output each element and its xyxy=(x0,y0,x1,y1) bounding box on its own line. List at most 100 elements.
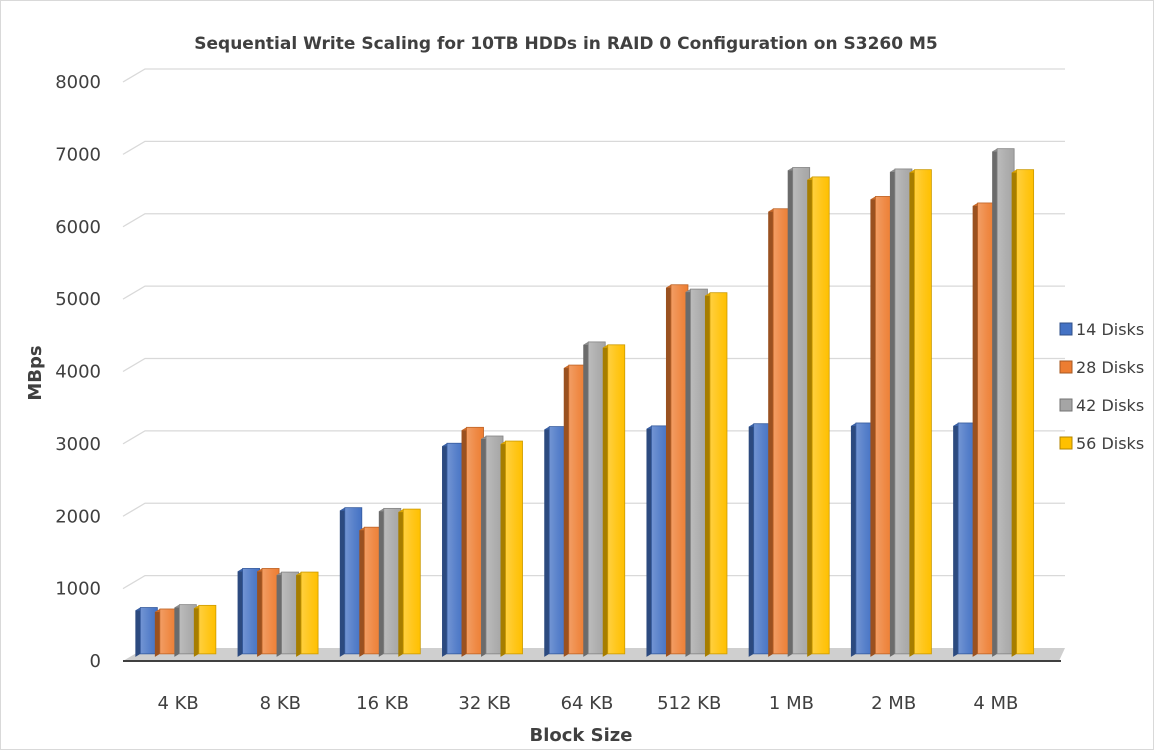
bar-side xyxy=(563,365,569,657)
y-tick-label: 4000 xyxy=(55,362,101,383)
bar-front xyxy=(772,208,791,655)
bar xyxy=(807,176,830,657)
bar xyxy=(768,208,791,657)
bar-side xyxy=(296,572,302,657)
bar xyxy=(602,344,626,657)
x-tick-label: 32 KB xyxy=(458,693,511,714)
bar xyxy=(276,571,299,657)
gridline xyxy=(122,285,1065,300)
y-axis-label: MBps xyxy=(25,345,46,400)
y-tick-label: 6000 xyxy=(55,217,101,238)
bar xyxy=(461,426,484,657)
bar-side xyxy=(500,441,506,657)
bar xyxy=(237,568,260,657)
bar-front xyxy=(651,425,669,655)
bar-front xyxy=(568,364,587,655)
bar xyxy=(378,507,402,657)
bar-side xyxy=(807,176,813,657)
bar-front xyxy=(242,568,260,655)
bars xyxy=(135,148,1035,657)
x-tick-label: 512 KB xyxy=(657,693,721,714)
bar-front xyxy=(607,344,626,655)
gridline xyxy=(122,68,1065,83)
bar xyxy=(135,607,158,657)
bar xyxy=(909,169,932,657)
gridline xyxy=(122,140,1065,155)
bar-side xyxy=(544,426,550,657)
chart-title: Sequential Write Scaling for 10TB HDDs i… xyxy=(194,34,937,54)
bar-side xyxy=(850,422,856,657)
bar-side xyxy=(339,507,345,657)
bar-front xyxy=(894,168,913,655)
bar xyxy=(154,608,178,657)
bar xyxy=(704,292,728,657)
y-tick-label: 8000 xyxy=(55,72,101,93)
bar xyxy=(889,168,913,657)
bar-side xyxy=(135,607,141,657)
bar xyxy=(257,568,280,657)
legend-swatch xyxy=(1059,398,1073,412)
y-tick-label: 7000 xyxy=(55,144,101,165)
bar xyxy=(481,435,504,657)
bar-side xyxy=(972,202,978,657)
gridline xyxy=(122,213,1065,228)
gridlines xyxy=(122,68,1065,590)
bar xyxy=(1011,169,1035,657)
bar-front xyxy=(344,507,363,655)
bar-front xyxy=(281,571,299,655)
bar xyxy=(870,196,893,657)
bar-side xyxy=(174,604,180,657)
bar xyxy=(193,604,217,657)
bar-front xyxy=(261,568,280,655)
bar-side xyxy=(704,292,710,657)
bar-side xyxy=(992,148,998,657)
bar-side xyxy=(398,509,404,657)
bar-side xyxy=(193,605,199,657)
bar-side xyxy=(889,168,895,657)
y-tick-label: 0 xyxy=(90,651,101,672)
bar xyxy=(992,148,1015,657)
x-tick-label: 2 MB xyxy=(871,693,916,714)
bar-side xyxy=(748,423,754,657)
bar-front xyxy=(875,196,893,655)
bar-side xyxy=(953,422,959,657)
legend-item: 14 Disks xyxy=(1059,320,1144,339)
bar xyxy=(665,284,689,657)
bar-front xyxy=(792,167,811,655)
legend-swatch xyxy=(1059,322,1073,336)
bar-front xyxy=(363,526,382,655)
bar-front xyxy=(811,176,830,655)
bar-front xyxy=(996,148,1015,655)
bar-side xyxy=(665,284,671,657)
x-tick-label: 4 MB xyxy=(973,693,1018,714)
bar xyxy=(442,442,465,657)
bar-front xyxy=(690,288,708,655)
x-tick-label: 64 KB xyxy=(561,693,614,714)
legend-item: 56 Disks xyxy=(1059,434,1144,453)
bar-side xyxy=(442,443,448,657)
bar-front xyxy=(709,292,728,655)
bar xyxy=(174,604,197,657)
legend-item: 28 Disks xyxy=(1059,358,1144,377)
bar-side xyxy=(257,568,263,657)
bar-front xyxy=(548,426,567,655)
bar-side xyxy=(646,425,652,657)
bar xyxy=(398,508,421,657)
bar-front xyxy=(855,422,874,655)
bar xyxy=(583,341,606,657)
bar-front xyxy=(139,607,158,655)
bar-side xyxy=(154,608,160,657)
bar-front xyxy=(402,508,421,655)
bar xyxy=(544,426,567,657)
bar-side xyxy=(602,344,608,657)
bar-front xyxy=(587,341,606,655)
bar-front xyxy=(178,604,197,655)
x-tick-label: 4 KB xyxy=(157,693,198,714)
y-tick-label: 2000 xyxy=(55,506,101,527)
x-tick-label: 8 KB xyxy=(260,693,301,714)
bar-side xyxy=(378,508,384,657)
bar xyxy=(500,440,523,657)
bar-front xyxy=(753,423,772,655)
